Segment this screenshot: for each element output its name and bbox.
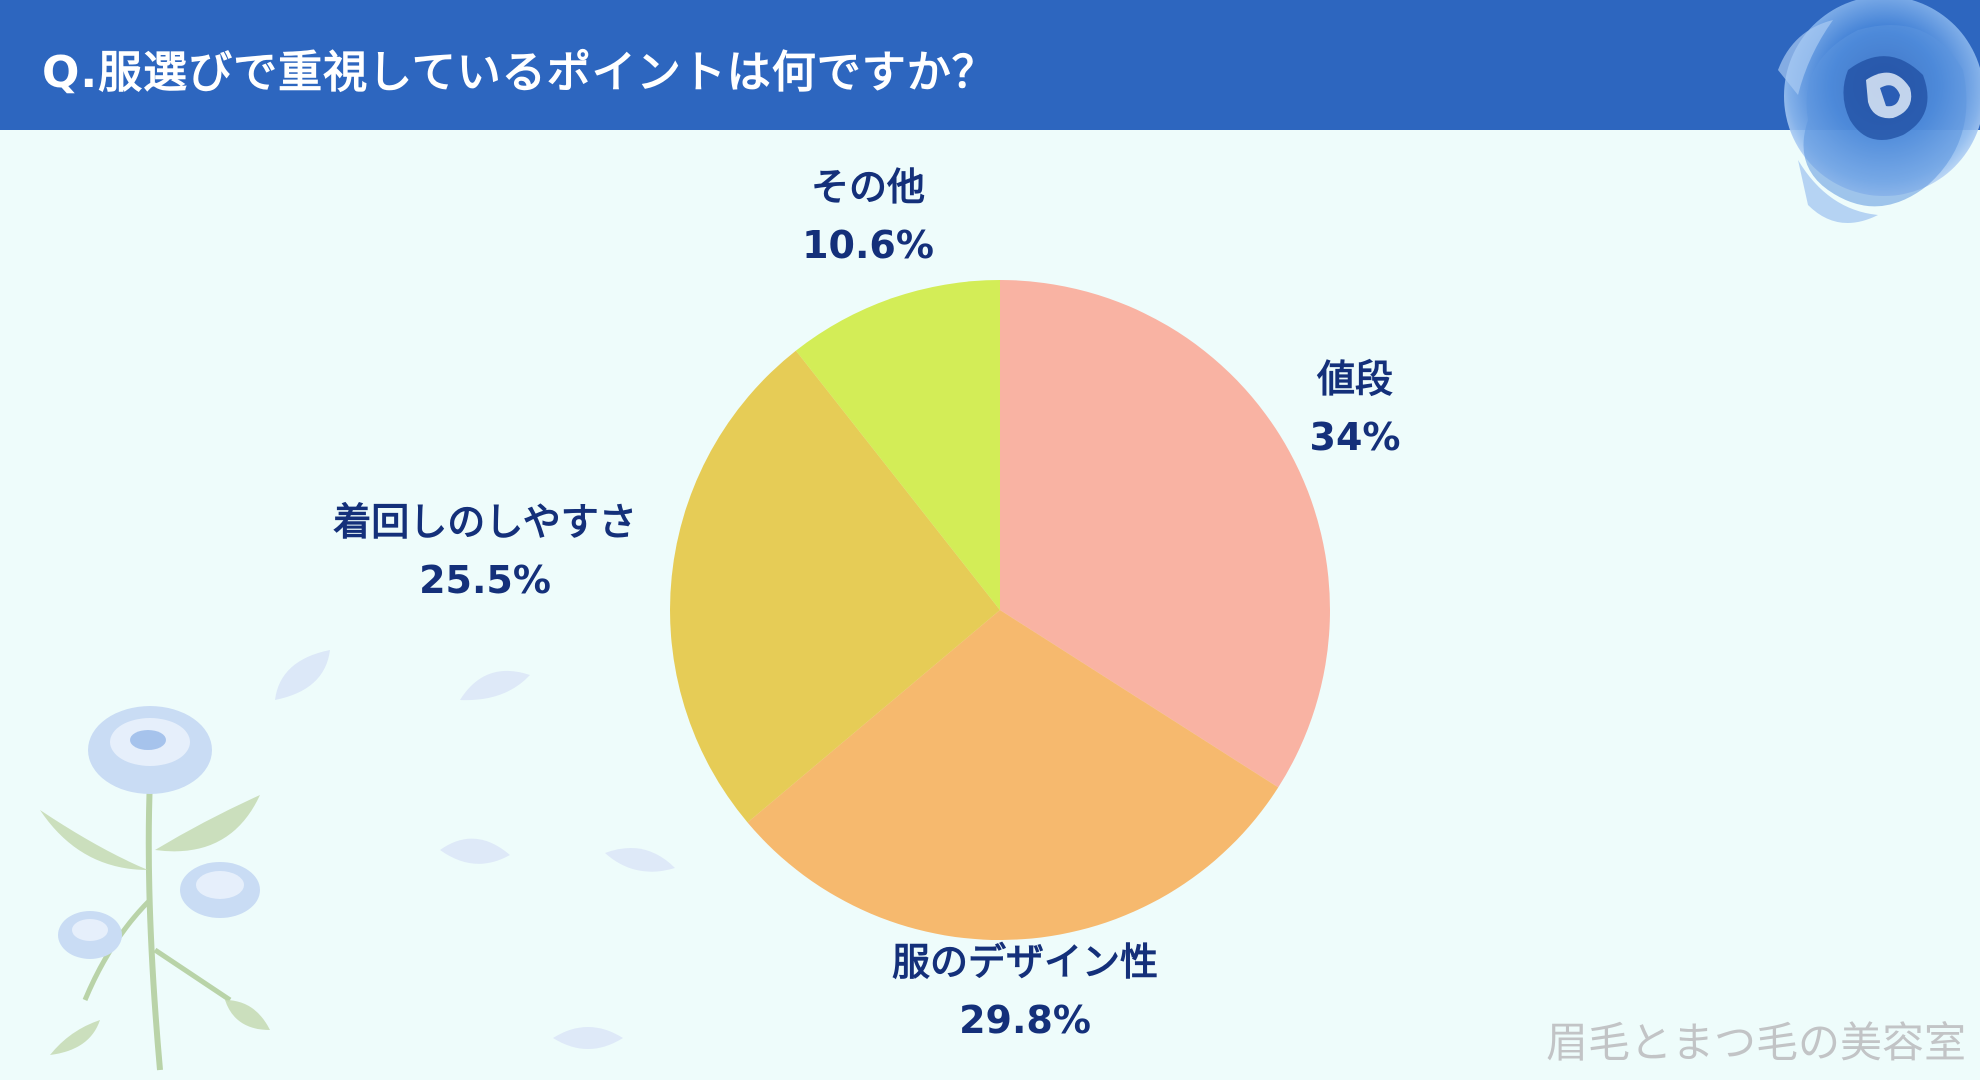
slice-value-label-3: 25.5% [419,558,551,602]
header-bar: Q.服選びで重視しているポイントは何ですか？ [0,0,1980,130]
slice-label-1: 値段 [1316,357,1393,401]
slice-value-label-2: 29.8% [959,998,1091,1042]
pie-slice-4 [795,280,1000,610]
petal-icon [553,1027,623,1049]
slice-label-3: 着回しのしやすさ [333,500,637,544]
petal-icon [275,650,330,700]
pie-slice-2 [747,610,1279,940]
petal-icon [460,670,530,701]
pie-slice-3 [670,350,1000,823]
slice-label-2: 服のデザイン性 [892,940,1158,984]
slice-value-label-4: 10.6% [802,223,934,267]
blue-rose-icon [1778,0,1980,223]
petal-icon [440,838,510,864]
pie-slice-1 [1000,280,1330,788]
slice-value-label-1: 34% [1310,415,1401,459]
petal-icon [605,848,675,872]
pale-blue-rose-branch-icon [40,706,270,1071]
slice-label-4: その他 [811,165,925,209]
watermark: 眉毛とまつ毛の美容室 [1545,1018,1966,1067]
page-title: Q.服選びで重視しているポイントは何ですか？ [42,47,997,98]
